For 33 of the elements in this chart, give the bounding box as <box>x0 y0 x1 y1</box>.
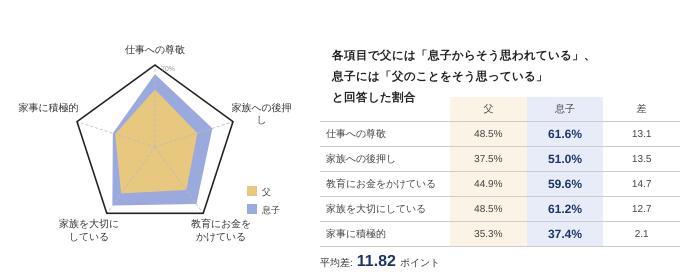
spoke-label: 家族への後押し <box>230 102 293 128</box>
data-label: 35.3% <box>450 222 527 246</box>
spoke-label: 家事に積極的 <box>17 102 80 116</box>
category-label: 教育にお金をかけている <box>320 172 450 196</box>
category-label: 仕事への尊敬 <box>320 122 450 146</box>
spoke-label: 仕事への尊敬 <box>124 45 186 58</box>
data-label: 12.7 <box>603 196 680 222</box>
legend-label: 父 <box>262 187 271 197</box>
series-label: 差 <box>603 97 680 122</box>
data-label: 48.5% <box>450 196 527 222</box>
data-label: 44.9% <box>450 172 527 196</box>
spoke-label: 家族を大切にしている <box>58 219 120 244</box>
data-label: 2.1 <box>603 222 680 246</box>
data-label: 48.5% <box>450 122 527 146</box>
data-label: 61.2% <box>526 196 604 222</box>
category-label: 家族を大切にしている <box>320 196 450 222</box>
text: ポイント <box>400 258 440 269</box>
data-label: 13.1 <box>603 122 680 146</box>
data-label: 13.5 <box>603 146 680 172</box>
category-label: 家族への後押し <box>320 146 450 172</box>
data-label: 61.6% <box>526 122 604 146</box>
text: 11.82 <box>356 253 396 270</box>
data-label: 59.6% <box>526 172 604 196</box>
data-label: 37.4% <box>526 222 604 246</box>
data-label: 14.7 <box>603 172 680 196</box>
data-label: 37.5% <box>450 146 527 172</box>
category-label: 家事に積極的 <box>320 222 450 246</box>
spoke-label: 教育にお金をかけている <box>190 219 252 244</box>
legend-label: 息子 <box>261 205 280 215</box>
data-label: 51.0% <box>526 146 604 172</box>
text: 平均差: <box>320 258 353 269</box>
series-label: 父 <box>450 97 527 122</box>
series-label: 息子 <box>526 97 604 122</box>
